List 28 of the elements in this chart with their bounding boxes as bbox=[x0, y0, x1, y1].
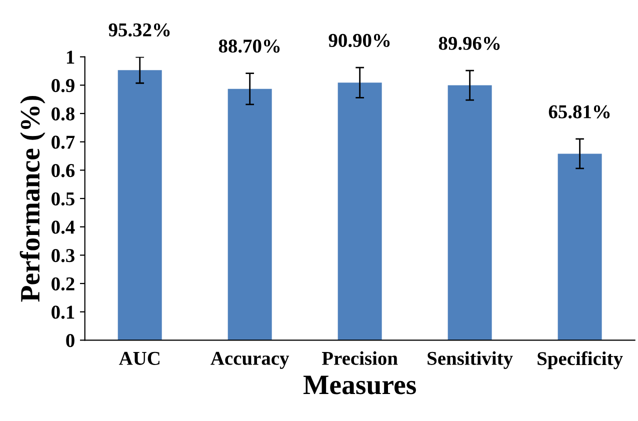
y-tick-label: 0.5 bbox=[52, 192, 74, 206]
y-tick-label: 0.9 bbox=[52, 78, 74, 92]
y-axis-title: Performance (%) bbox=[20, 96, 46, 302]
bar bbox=[338, 82, 382, 340]
data-label: 88.70% bbox=[218, 40, 280, 53]
bar bbox=[448, 85, 492, 340]
y-tick-label: 0.4 bbox=[52, 220, 75, 234]
y-tick-label: 0.6 bbox=[52, 164, 75, 178]
x-tick-label: Sensitivity bbox=[428, 351, 513, 369]
y-tick-label: 0.2 bbox=[52, 277, 74, 291]
y-tick-label: 0 bbox=[66, 334, 74, 348]
y-tick-label: 1 bbox=[66, 50, 74, 64]
data-label: 95.32% bbox=[108, 23, 170, 37]
y-tick-label: 0.7 bbox=[52, 136, 75, 149]
x-tick-label: Accuracy bbox=[210, 352, 290, 369]
data-label: 65.81% bbox=[548, 105, 610, 118]
x-tick-label: AUC bbox=[118, 352, 160, 365]
data-label: 90.90% bbox=[328, 34, 390, 48]
x-tick-label: Specificity bbox=[538, 351, 623, 370]
data-label: 89.96% bbox=[438, 36, 500, 50]
y-tick-label: 0.8 bbox=[52, 107, 74, 121]
y-tick-label: 0.1 bbox=[52, 306, 74, 319]
y-tick-label: 0.3 bbox=[52, 248, 74, 262]
bar bbox=[228, 88, 272, 340]
bar bbox=[118, 70, 162, 340]
bar bbox=[558, 154, 602, 340]
x-axis-title: Measures bbox=[303, 376, 416, 394]
x-tick-label: Precision bbox=[322, 351, 398, 365]
